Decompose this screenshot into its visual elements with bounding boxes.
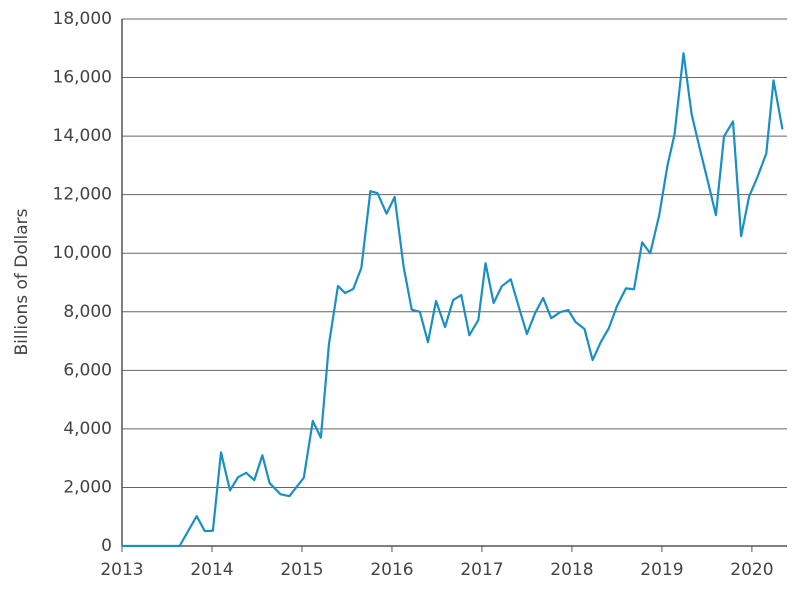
y-tick-label: 6,000 <box>63 360 112 380</box>
y-tick-label: 16,000 <box>53 68 112 88</box>
y-tick-label: 2,000 <box>63 477 112 497</box>
x-tick-label: 2016 <box>370 560 413 580</box>
x-tick-label: 2018 <box>550 560 593 580</box>
x-tick-label: 2013 <box>100 560 143 580</box>
y-tick-label: 14,000 <box>53 126 112 146</box>
y-tick-label: 10,000 <box>53 243 112 263</box>
x-tick-label: 2015 <box>280 560 323 580</box>
y-tick-label: 0 <box>101 536 112 556</box>
x-tick-label: 2019 <box>640 560 683 580</box>
x-tick-label: 2014 <box>190 560 233 580</box>
x-tick-label: 2017 <box>460 560 503 580</box>
y-axis-label: Billions of Dollars <box>12 208 32 355</box>
x-tick-label: 2020 <box>730 560 773 580</box>
y-tick-label: 12,000 <box>53 185 112 205</box>
data-line <box>122 52 784 548</box>
y-tick-label: 18,000 <box>53 9 112 29</box>
y-tick-label: 8,000 <box>63 302 112 322</box>
y-tick-label: 4,000 <box>63 419 112 439</box>
